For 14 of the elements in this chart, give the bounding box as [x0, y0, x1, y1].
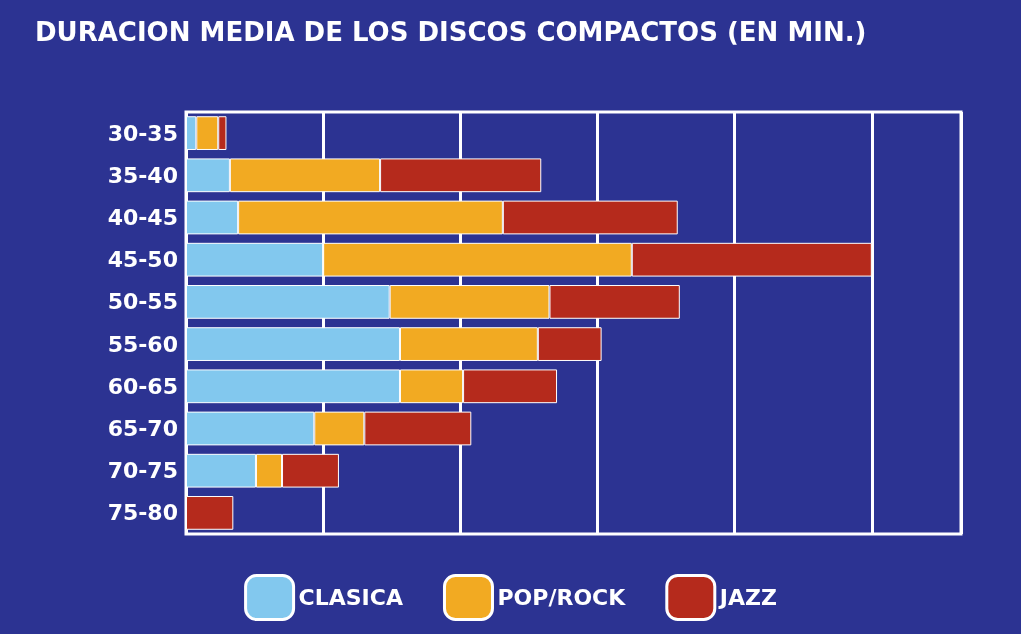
y-tick-label: 75-80 — [107, 500, 178, 526]
y-tick-label: 40-45 — [107, 205, 178, 230]
y-tick-label: 60-65 — [107, 373, 178, 399]
y-tick-label: 50-55 — [107, 289, 178, 315]
y-tick-label: 65-70 — [107, 416, 178, 441]
y-tick-label: 70-75 — [107, 458, 178, 484]
chart-title: DURACION MEDIA DE LOS DISCOS COMPACTOS (EN MIN.) — [35, 17, 867, 47]
y-tick-label: 30-35 — [107, 120, 178, 146]
legend-label: POP/ROCK — [497, 585, 627, 610]
y-tick-label: 55-60 — [107, 331, 178, 357]
legend-label: CLASICA — [298, 585, 403, 610]
legend-label: JAZZ — [717, 585, 777, 610]
y-tick-label: 35-40 — [107, 162, 178, 188]
y-tick-label: 45-50 — [107, 247, 178, 273]
